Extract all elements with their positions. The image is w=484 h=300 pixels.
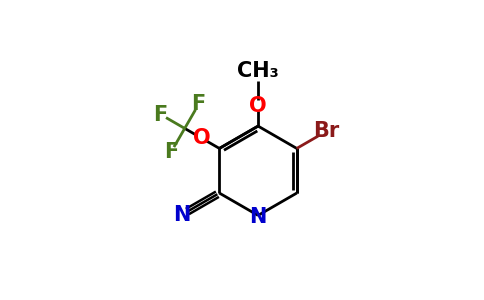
- Text: F: F: [192, 94, 206, 114]
- Text: O: O: [249, 96, 267, 116]
- Text: CH₃: CH₃: [237, 61, 279, 81]
- Text: N: N: [249, 207, 267, 227]
- Text: F: F: [164, 142, 178, 162]
- Text: N: N: [173, 205, 191, 225]
- Text: F: F: [153, 104, 168, 124]
- Text: Br: Br: [313, 122, 339, 142]
- Text: O: O: [193, 128, 211, 148]
